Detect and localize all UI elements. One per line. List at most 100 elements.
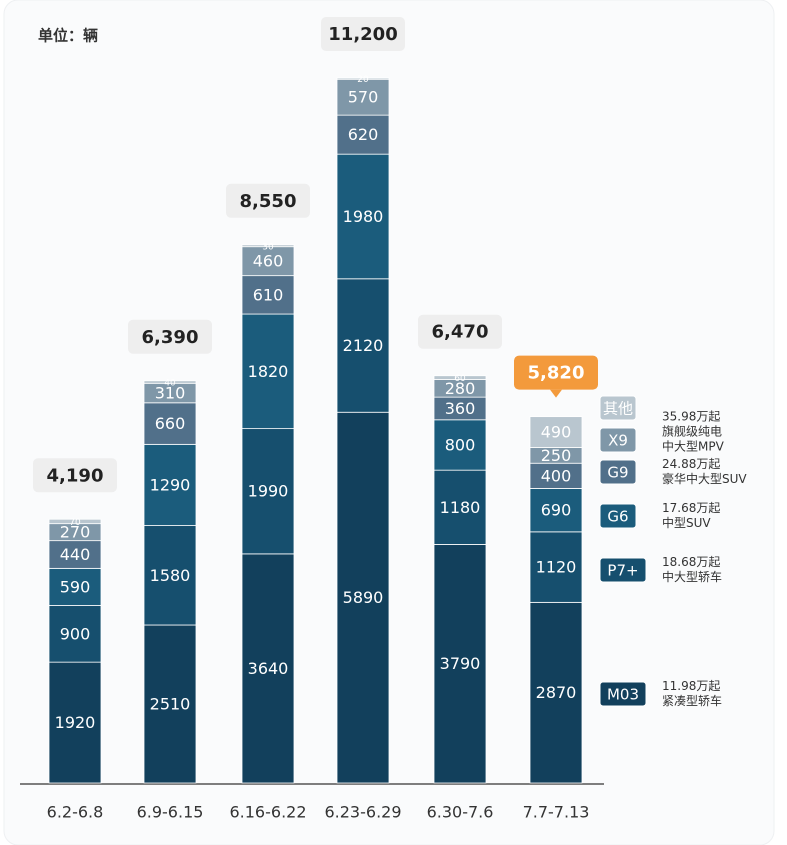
legend-swatch (599, 503, 637, 529)
data-label: 1990 (248, 482, 289, 501)
total-label: 8,550 (240, 191, 297, 212)
data-label: 1180 (440, 498, 481, 517)
data-label: 1580 (150, 566, 191, 585)
bar-segment (143, 443, 197, 526)
bar-segment (529, 601, 583, 784)
total-pointer (550, 389, 562, 398)
legend-note: 11.98万起 (662, 679, 720, 693)
data-label: 1980 (343, 207, 384, 226)
data-label: 40 (164, 379, 176, 389)
bar-segment (336, 77, 390, 80)
total-box (514, 355, 598, 390)
legend-label: 其他 (603, 400, 633, 418)
data-label: 3790 (440, 654, 481, 673)
legend-note: 紧凑型轿车 (662, 693, 722, 708)
legend-note: 豪华中大型SUV (662, 471, 747, 486)
legend-note: 中型SUV (662, 515, 711, 530)
total-box (128, 319, 212, 354)
data-label: 900 (60, 624, 91, 643)
legend-swatch (599, 557, 647, 583)
bar-segment (48, 605, 102, 663)
bar-segment (433, 469, 487, 545)
data-label: 1120 (536, 558, 577, 577)
total-box (33, 458, 117, 493)
data-label: 660 (155, 414, 186, 433)
x-tick-label: 6.16-6.22 (229, 803, 306, 822)
legend-note: 旗舰级纯电 (662, 424, 722, 439)
total-label: 6,390 (142, 327, 199, 348)
bar-segment (48, 518, 102, 525)
data-label: 310 (155, 384, 186, 403)
bar-segment (529, 416, 583, 448)
legend-note: 17.68万起 (662, 501, 720, 515)
total-box (321, 17, 405, 51)
x-tick-label: 6.23-6.29 (324, 803, 401, 822)
data-label: 5890 (343, 588, 384, 607)
data-label: 20 (357, 75, 369, 85)
bar-segment (241, 428, 295, 555)
total-label: 6,470 (432, 322, 489, 343)
data-label: 3640 (248, 659, 289, 678)
data-label: 360 (445, 399, 476, 418)
bar-segment (433, 375, 487, 380)
bar-segment (529, 531, 583, 603)
total-label: 4,190 (47, 465, 104, 486)
legend-label: G9 (607, 464, 628, 482)
data-label: 70 (69, 518, 81, 528)
bar-segment (336, 411, 390, 784)
legend-swatch (599, 427, 637, 453)
bar-segment (241, 244, 295, 248)
bar-segment (143, 402, 197, 445)
data-label: 60 (454, 374, 466, 384)
legend-note: 18.68万起 (662, 555, 720, 569)
bar-segment (143, 380, 197, 384)
legend-note: 24.88万起 (662, 457, 720, 471)
data-label: 490 (541, 423, 572, 442)
bar-segment (143, 525, 197, 626)
data-label: 1290 (150, 475, 191, 494)
legend-note: 中大型MPV (662, 439, 725, 454)
data-label: 570 (348, 88, 379, 107)
legend-note: 中大型轿车 (662, 569, 722, 584)
data-label: 30 (262, 242, 274, 252)
bar-segment (336, 114, 390, 155)
x-tick-label: 6.2-6.8 (47, 803, 104, 822)
x-tick-label: 6.30-7.6 (427, 803, 494, 822)
total-label: 5,820 (528, 363, 585, 384)
data-label: 2870 (536, 683, 577, 702)
data-label: 460 (253, 252, 284, 271)
bar-segment (433, 419, 487, 471)
data-label: 2510 (150, 695, 191, 714)
data-label: 2120 (343, 336, 384, 355)
bar-segment (241, 313, 295, 430)
total-box (226, 183, 310, 218)
legend-swatch (599, 681, 647, 707)
bar-segment (241, 275, 295, 315)
data-label: 270 (60, 523, 91, 542)
bar-segment (241, 246, 295, 277)
data-label: 250 (541, 446, 572, 465)
data-label: 800 (445, 435, 476, 454)
data-label: 1820 (248, 362, 289, 381)
legend-swatch (599, 395, 637, 421)
bar-segment (433, 544, 487, 784)
bar-segment (143, 624, 197, 784)
legend-label: M03 (607, 686, 639, 704)
bar-segment (336, 78, 390, 116)
x-tick-label: 6.9-6.15 (137, 803, 204, 822)
legend-label: X9 (608, 432, 628, 450)
x-tick-label: 7.7-7.13 (523, 803, 590, 822)
data-label: 400 (541, 466, 572, 485)
total-label: 11,200 (328, 24, 397, 45)
data-label: 590 (60, 577, 91, 596)
data-label: 280 (445, 379, 476, 398)
legend-swatch (599, 459, 637, 485)
bar-segment (529, 462, 583, 489)
bar-segment (48, 661, 102, 784)
data-label: 690 (541, 501, 572, 520)
data-label: 440 (60, 545, 91, 564)
bar-segment (336, 153, 390, 280)
bar-segment (48, 567, 102, 606)
data-label: 610 (253, 285, 284, 304)
